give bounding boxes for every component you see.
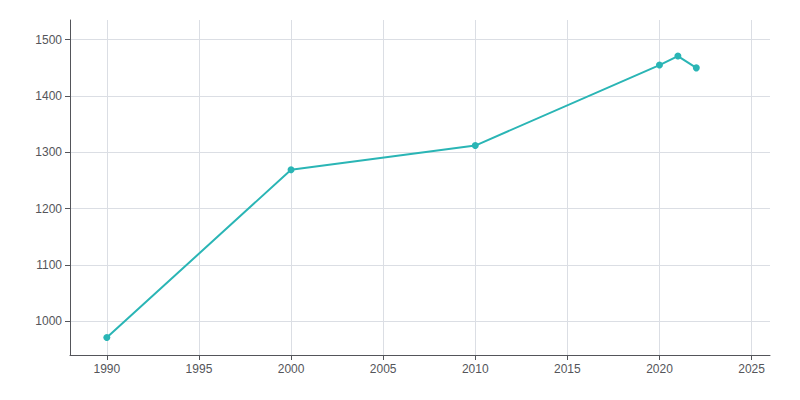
svg-text:2005: 2005 bbox=[370, 362, 397, 376]
svg-text:2025: 2025 bbox=[738, 362, 765, 376]
svg-text:1200: 1200 bbox=[35, 202, 62, 216]
svg-text:1300: 1300 bbox=[35, 145, 62, 159]
svg-text:1400: 1400 bbox=[35, 89, 62, 103]
svg-text:2000: 2000 bbox=[278, 362, 305, 376]
svg-text:1990: 1990 bbox=[93, 362, 120, 376]
svg-text:2020: 2020 bbox=[646, 362, 673, 376]
svg-text:1500: 1500 bbox=[35, 33, 62, 47]
svg-text:1995: 1995 bbox=[186, 362, 213, 376]
svg-text:1000: 1000 bbox=[35, 314, 62, 328]
svg-text:2010: 2010 bbox=[462, 362, 489, 376]
svg-text:2015: 2015 bbox=[554, 362, 581, 376]
svg-text:1100: 1100 bbox=[36, 258, 62, 272]
